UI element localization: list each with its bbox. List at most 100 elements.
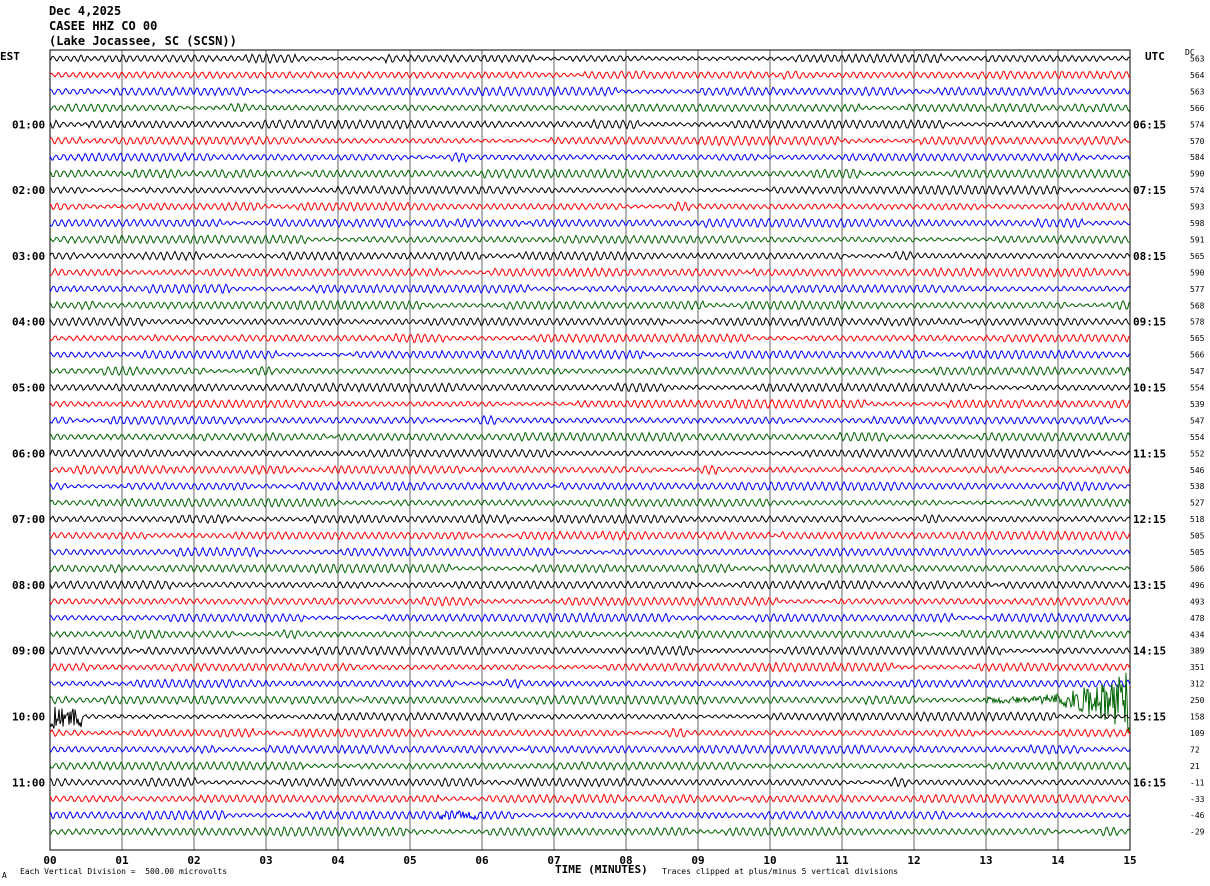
trace-2 <box>49 85 1131 97</box>
utc-hour-label: 14:15 <box>1133 645 1166 658</box>
dc-offset-19: 547 <box>1190 367 1205 376</box>
dc-offset-10: 598 <box>1190 219 1205 228</box>
utc-hour-label: 08:15 <box>1133 250 1166 263</box>
dc-offset-41: 109 <box>1190 729 1205 738</box>
dc-offset-17: 565 <box>1190 334 1205 343</box>
dc-offset-8: 574 <box>1190 186 1205 195</box>
utc-hour-label: 07:15 <box>1133 184 1166 197</box>
dc-offset-46: -46 <box>1190 811 1205 820</box>
dc-offset-3: 566 <box>1190 104 1205 113</box>
dc-offset-9: 593 <box>1190 203 1205 212</box>
trace-10 <box>49 217 1131 229</box>
trace-26 <box>49 480 1131 492</box>
trace-35 <box>49 628 1131 640</box>
dc-offset-24: 552 <box>1190 449 1205 458</box>
trace-19 <box>49 365 1131 377</box>
dc-offset-37: 351 <box>1190 663 1205 672</box>
trace-32 <box>49 579 1131 591</box>
trace-46 <box>49 809 1131 821</box>
x-tick-label: 05 <box>403 854 416 867</box>
trace-45 <box>49 793 1131 805</box>
dc-offset-5: 570 <box>1190 137 1205 146</box>
station-location: (Lake Jocassee, SC (SCSN)) <box>49 34 237 48</box>
dc-offset-31: 506 <box>1190 564 1205 573</box>
trace-13 <box>49 266 1131 279</box>
dc-offset-32: 496 <box>1190 581 1205 590</box>
x-tick-label: 03 <box>259 854 272 867</box>
dc-offset-43: 21 <box>1190 762 1200 771</box>
x-tick-label: 07 <box>547 854 560 867</box>
x-tick-label: 02 <box>187 854 200 867</box>
trace-42 <box>49 743 1131 756</box>
dc-offset-11: 591 <box>1190 235 1205 244</box>
dc-offset-42: 72 <box>1190 745 1200 754</box>
dc-offset-38: 312 <box>1190 680 1205 689</box>
est-hour-label: 04:00 <box>12 316 45 329</box>
est-hour-label: 03:00 <box>12 250 45 263</box>
dc-offset-1: 564 <box>1190 71 1205 80</box>
x-tick-label: 14 <box>1051 854 1065 867</box>
utc-hour-label: 10:15 <box>1133 382 1166 395</box>
dc-offset-33: 493 <box>1190 597 1205 606</box>
plot-date: Dec 4,2025 <box>49 4 122 18</box>
trace-39 <box>49 672 1131 734</box>
x-tick-label: 06 <box>475 854 489 867</box>
dc-offset-14: 577 <box>1190 285 1205 294</box>
est-hour-label: 08:00 <box>12 579 45 592</box>
est-hour-label: 07:00 <box>12 513 45 526</box>
dc-offset-47: -29 <box>1190 828 1205 837</box>
est-hour-label: 05:00 <box>12 382 45 395</box>
dc-offset-25: 546 <box>1190 466 1205 475</box>
utc-hour-label: 09:15 <box>1133 316 1166 329</box>
x-tick-label: 01 <box>115 854 129 867</box>
trace-9 <box>49 201 1131 212</box>
dc-offset-35: 434 <box>1190 630 1205 639</box>
x-tick-label: 09 <box>691 854 704 867</box>
est-hour-label: 09:00 <box>12 645 45 658</box>
trace-3 <box>49 102 1131 113</box>
trace-29 <box>49 530 1131 541</box>
trace-4 <box>49 118 1131 130</box>
dc-offset-44: -11 <box>1190 778 1205 787</box>
corner-mark: A <box>2 871 7 880</box>
trace-24 <box>49 447 1131 459</box>
utc-hour-label: 16:15 <box>1133 776 1166 789</box>
est-axis-label: EST <box>0 50 20 63</box>
dc-offset-0: 563 <box>1190 55 1205 64</box>
utc-hour-label: 15:15 <box>1133 711 1166 724</box>
trace-25 <box>49 464 1131 476</box>
dc-offset-15: 568 <box>1190 301 1205 310</box>
dc-offset-7: 590 <box>1190 170 1205 179</box>
est-hour-label: 11:00 <box>12 776 45 789</box>
dc-offset-26: 538 <box>1190 482 1205 491</box>
x-tick-label: 15 <box>1123 854 1136 867</box>
scale-note: Each Vertical Division = 500.00 microvol… <box>20 867 228 876</box>
trace-21 <box>49 398 1131 410</box>
trace-15 <box>49 299 1131 311</box>
x-tick-label: 08 <box>619 854 632 867</box>
dc-offset-30: 505 <box>1190 548 1205 557</box>
trace-14 <box>49 283 1131 295</box>
dc-offset-13: 590 <box>1190 268 1205 277</box>
est-hour-label: 01:00 <box>12 118 45 131</box>
dc-offset-20: 554 <box>1190 384 1205 393</box>
trace-40 <box>49 706 1131 729</box>
trace-37 <box>49 661 1131 673</box>
dc-offset-34: 478 <box>1190 614 1205 623</box>
dc-offset-27: 527 <box>1190 499 1205 508</box>
trace-0 <box>49 52 1131 65</box>
dc-offset-45: -33 <box>1190 795 1205 804</box>
dc-offset-6: 584 <box>1190 153 1205 162</box>
trace-47 <box>49 826 1131 838</box>
trace-6 <box>49 151 1131 164</box>
dc-offset-29: 505 <box>1190 532 1205 541</box>
dc-offset-39: 250 <box>1190 696 1205 705</box>
dc-offset-4: 574 <box>1190 120 1205 129</box>
trace-18 <box>49 349 1131 361</box>
utc-hour-label: 06:15 <box>1133 118 1166 131</box>
trace-12 <box>49 250 1131 262</box>
trace-44 <box>49 776 1131 788</box>
dc-offset-40: 158 <box>1190 713 1205 722</box>
clip-note: Traces clipped at plus/minus 5 vertical … <box>662 867 899 876</box>
